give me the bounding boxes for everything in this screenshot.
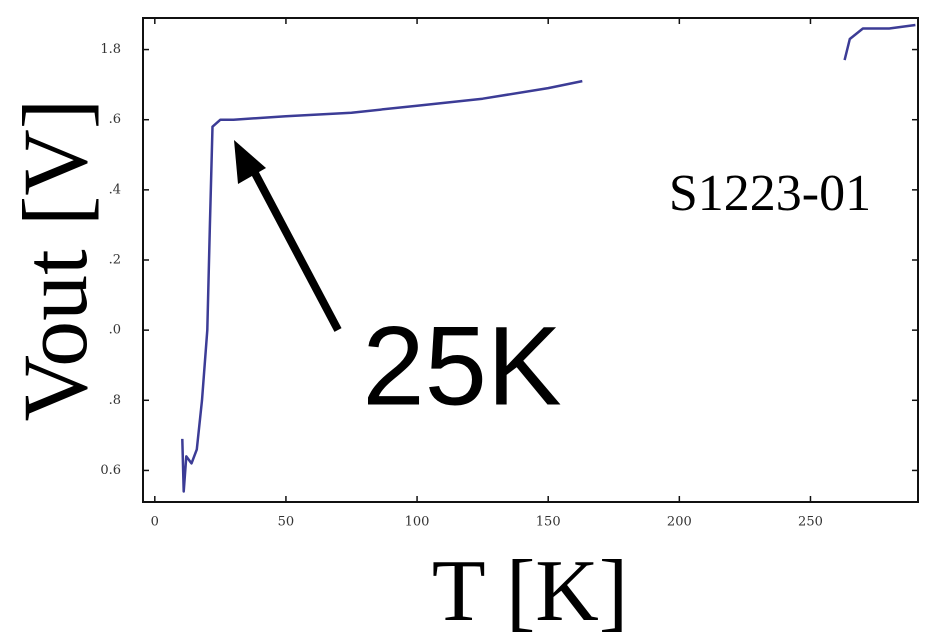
x-tick-label: 100 [405,515,430,530]
y-tick-label: .8 [109,393,121,408]
y-tick-label: .4 [109,182,121,197]
y-tick-label: .6 [109,112,121,127]
arrow-head [234,140,266,184]
x-axis-label: T [K] [432,543,628,640]
y-axis-label: Vout [V] [4,99,106,422]
x-tick-label: 0 [151,515,159,530]
annotation-arrow [244,158,342,332]
x-tick-label: 150 [536,515,561,530]
y-tick-label: .2 [109,253,121,268]
y-tick-label: 0.6 [100,463,121,478]
sample-label: S1223-01 [669,165,871,222]
y-tick-label: 1.8 [100,42,121,57]
y-tick-label: .0 [109,323,121,338]
x-tick-label: 200 [667,515,692,530]
data-line [181,23,916,493]
x-tick-label: 50 [278,515,295,530]
x-tick-label: 250 [798,515,823,530]
annotation-label: 25K [362,304,561,429]
